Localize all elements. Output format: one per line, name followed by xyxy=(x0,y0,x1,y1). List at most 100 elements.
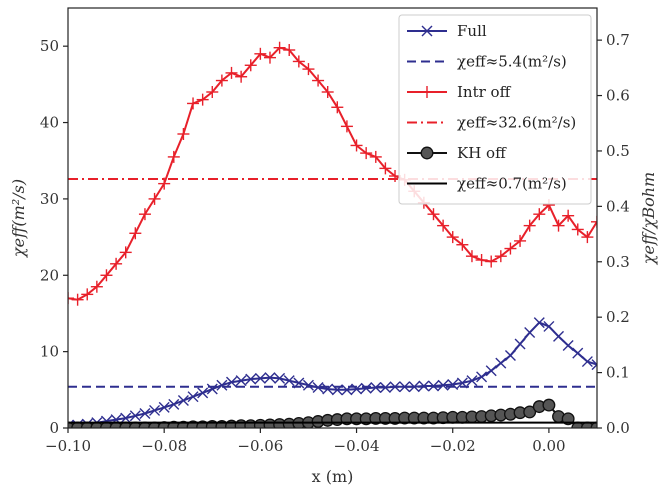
data-point xyxy=(456,238,469,251)
data-point xyxy=(274,372,286,384)
data-point xyxy=(466,375,478,387)
legend-marker xyxy=(420,146,434,160)
data-point xyxy=(485,255,498,268)
x-tick-label: −0.10 xyxy=(45,437,91,455)
data-point xyxy=(187,97,200,110)
data-point xyxy=(591,359,597,371)
data-point xyxy=(524,327,536,339)
y-left-tick-label: 50 xyxy=(40,37,59,55)
legend-entry: Full xyxy=(407,22,487,40)
data-point xyxy=(263,51,276,64)
legend: Full χeff≈5.4(m²/s) Intr off χeff≈32.6(m²/s… xyxy=(398,14,592,205)
data-point xyxy=(379,382,391,394)
data-point xyxy=(254,372,266,384)
data-point xyxy=(504,349,516,361)
legend-label: χeff≈32.6(m²/s) xyxy=(457,114,576,132)
legend-entry: Intr off xyxy=(407,83,512,101)
x-axis-label: x (m) xyxy=(312,467,354,486)
y-left-tick-label: 0 xyxy=(49,419,59,437)
data-point xyxy=(283,375,295,387)
data-point xyxy=(360,382,372,394)
y-right-tick-label: 0.4 xyxy=(606,197,630,215)
y-left-tick-label: 20 xyxy=(40,266,59,284)
data-point xyxy=(149,404,161,416)
data-point xyxy=(379,162,392,175)
data-point xyxy=(514,234,527,247)
data-point xyxy=(197,387,209,399)
data-point xyxy=(90,280,103,293)
data-point xyxy=(312,74,325,87)
data-point xyxy=(447,378,459,390)
legend-box xyxy=(398,14,592,205)
series-markers-0 xyxy=(68,317,597,428)
data-point xyxy=(225,66,238,79)
data-point xyxy=(226,376,238,388)
data-point xyxy=(553,330,565,342)
legend-label: Full xyxy=(457,22,487,40)
data-point xyxy=(187,391,199,403)
x-tick-label: 0.00 xyxy=(532,437,565,455)
x-tick-label: −0.04 xyxy=(334,437,380,455)
data-point xyxy=(533,317,545,329)
legend-label: χeff≈0.7(m²/s) xyxy=(457,175,567,193)
data-point xyxy=(437,219,450,232)
data-point xyxy=(206,86,219,98)
data-point xyxy=(504,242,517,255)
series-line-2 xyxy=(68,46,597,301)
legend-label: χeff≈5.4(m²/s) xyxy=(457,53,567,71)
data-point xyxy=(196,93,209,106)
data-point xyxy=(321,86,334,98)
data-point xyxy=(476,371,488,383)
data-point xyxy=(437,379,449,391)
data-point xyxy=(331,101,344,114)
data-point xyxy=(215,74,228,87)
legend-label: Intr off xyxy=(457,83,512,101)
axes: −0.10 −0.08 −0.06 −0.04 −0.02 0.00 0 10 20 30 40 50… xyxy=(9,7,658,486)
data-point xyxy=(71,293,84,306)
series-markers-2 xyxy=(68,41,597,306)
data-point xyxy=(138,208,151,221)
data-point xyxy=(168,398,180,410)
data-point xyxy=(495,357,507,369)
data-point xyxy=(350,139,363,152)
data-point xyxy=(235,70,248,83)
legend-entry: χeff≈0.7(m²/s) xyxy=(407,175,567,193)
data-point xyxy=(264,372,276,384)
data-point xyxy=(533,208,546,221)
data-point xyxy=(475,254,488,266)
data-point xyxy=(523,405,537,419)
data-point xyxy=(340,120,353,133)
data-point xyxy=(446,231,459,244)
y-left-axis-label: χeff(m²/s) xyxy=(9,179,28,258)
data-point xyxy=(245,373,257,385)
data-point xyxy=(235,375,247,387)
data-point xyxy=(427,208,440,221)
data-point xyxy=(254,47,267,60)
data-point xyxy=(158,177,171,190)
data-point xyxy=(206,383,218,395)
y-left-tick-label: 30 xyxy=(40,190,59,208)
legend-marker xyxy=(421,25,433,37)
data-point xyxy=(292,55,305,68)
y-left-tick-label: 10 xyxy=(40,343,59,361)
data-point xyxy=(485,365,497,377)
data-point xyxy=(158,401,170,413)
y-right-tick-label: 0.0 xyxy=(606,419,630,437)
y-right-tick-label: 0.2 xyxy=(606,308,630,326)
data-point xyxy=(167,150,180,163)
data-point xyxy=(542,398,556,412)
data-point xyxy=(100,269,113,282)
legend-entry: χeff≈32.6(m²/s) xyxy=(407,114,576,132)
data-point xyxy=(360,147,373,160)
data-point xyxy=(572,347,584,359)
data-point xyxy=(120,412,132,424)
data-point xyxy=(370,382,382,394)
legend-marker xyxy=(421,86,433,98)
data-point xyxy=(119,246,132,259)
data-point xyxy=(177,395,189,407)
x-tick-label: −0.06 xyxy=(237,437,283,455)
data-point xyxy=(562,340,574,352)
data-point xyxy=(351,383,363,395)
x-tick-label: −0.02 xyxy=(430,437,476,455)
